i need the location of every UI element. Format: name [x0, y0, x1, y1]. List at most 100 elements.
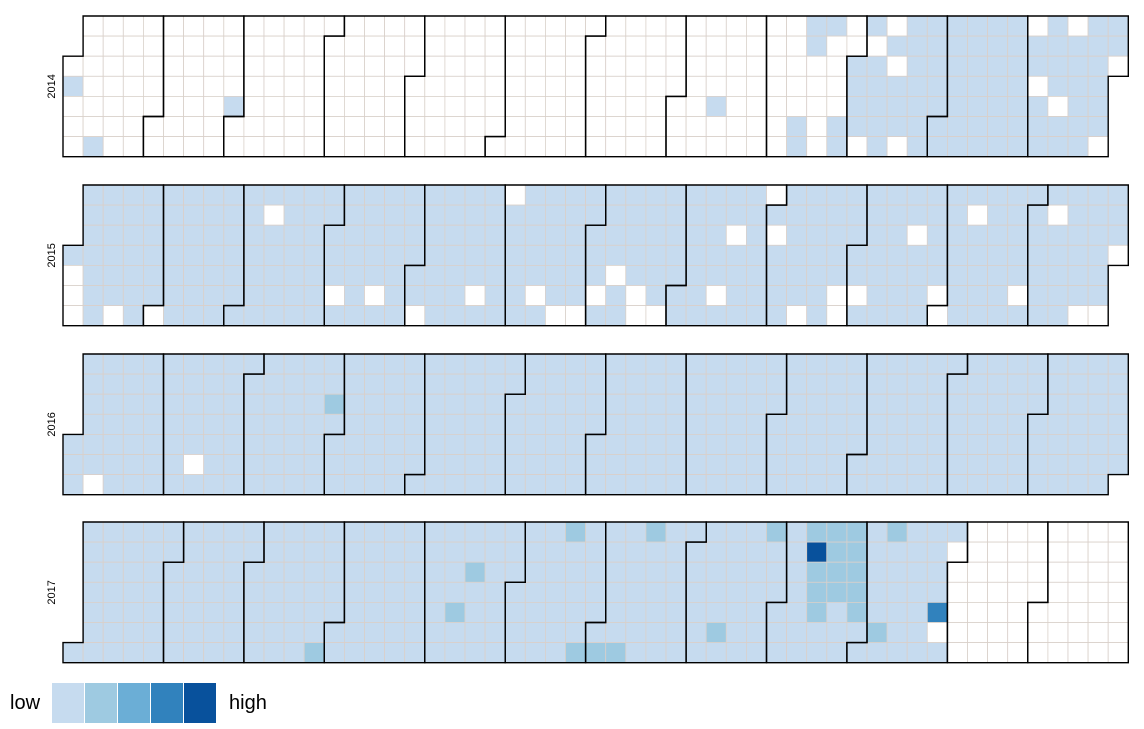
day-cell	[846, 116, 868, 138]
day-cell	[826, 75, 848, 97]
day-cell	[826, 264, 848, 286]
day-cell	[786, 204, 808, 226]
day-cell	[545, 454, 566, 476]
day-cell	[967, 136, 989, 158]
day-cell	[725, 373, 747, 395]
day-cell	[1047, 581, 1069, 603]
day-cell	[243, 35, 265, 57]
day-cell	[203, 413, 225, 435]
day-cell	[424, 353, 446, 375]
day-cell	[605, 136, 627, 158]
day-cell	[183, 373, 205, 395]
day-cell	[705, 642, 727, 664]
day-cell	[524, 55, 546, 77]
day-cell	[223, 35, 245, 57]
day-cell	[484, 561, 506, 583]
day-cell	[585, 224, 607, 246]
day-cell	[223, 433, 245, 455]
day-cell	[846, 474, 868, 496]
day-cell	[665, 285, 687, 307]
day-cell	[424, 224, 446, 246]
day-cell	[665, 75, 687, 97]
day-cell	[967, 561, 989, 583]
day-cell	[967, 454, 989, 476]
day-cell	[746, 285, 767, 307]
day-cell	[223, 305, 245, 327]
day-cell	[926, 474, 948, 496]
day-cell	[163, 184, 185, 206]
day-cell	[1107, 244, 1129, 266]
day-cell	[886, 184, 908, 206]
day-cell	[122, 353, 144, 375]
day-cell	[746, 96, 767, 117]
day-cell	[1067, 541, 1089, 563]
day-cell	[605, 204, 627, 226]
day-cell	[665, 413, 687, 435]
day-cell	[886, 561, 908, 583]
day-cell	[786, 116, 808, 138]
day-cell	[1027, 433, 1049, 455]
day-cell	[364, 305, 386, 327]
day-cell	[163, 264, 185, 286]
day-cell	[585, 433, 607, 455]
day-cell	[806, 642, 828, 664]
day-cell	[142, 474, 164, 496]
day-cell	[102, 581, 124, 603]
day-cell	[846, 96, 868, 117]
day-cell	[163, 116, 185, 138]
day-cell	[384, 15, 406, 37]
day-cell	[926, 454, 948, 476]
day-cell	[1047, 373, 1069, 395]
day-cell	[283, 373, 305, 395]
day-cell	[303, 454, 325, 476]
day-cell	[504, 15, 526, 37]
day-cell	[866, 581, 888, 603]
day-cell	[886, 373, 908, 395]
day-cell	[1067, 184, 1089, 206]
day-cell	[846, 541, 868, 563]
day-cell	[645, 581, 667, 603]
day-cell	[303, 15, 325, 37]
month-outline	[1027, 521, 1130, 664]
day-cell	[203, 55, 225, 77]
day-cell	[424, 433, 446, 455]
day-cell	[524, 75, 546, 97]
day-cell	[705, 622, 727, 644]
day-cell	[424, 393, 446, 415]
day-cell	[545, 474, 566, 496]
day-cell	[987, 521, 1009, 543]
day-cell	[806, 55, 828, 77]
day-cell	[1107, 642, 1129, 664]
year-panel-2015: 2015	[46, 184, 1130, 327]
day-cell	[565, 285, 587, 307]
day-cell	[987, 96, 1009, 117]
day-cell	[203, 15, 225, 37]
day-cell	[665, 373, 687, 395]
day-cell	[163, 454, 185, 476]
day-cell	[484, 35, 506, 57]
day-cell	[203, 224, 225, 246]
day-cell	[444, 433, 466, 455]
day-cell	[605, 55, 627, 77]
day-cell	[947, 413, 968, 435]
day-cell	[1007, 474, 1029, 496]
day-cell	[605, 75, 627, 97]
day-cell	[444, 116, 466, 138]
day-cell	[444, 581, 466, 603]
day-cell	[766, 224, 788, 246]
day-cell	[183, 285, 205, 307]
day-cell	[122, 305, 144, 327]
day-cell	[967, 413, 989, 435]
day-cell	[183, 454, 205, 476]
day-cell	[1027, 393, 1049, 415]
day-cell	[122, 75, 144, 97]
day-cell	[484, 285, 506, 307]
day-cell	[886, 393, 908, 415]
day-cell	[183, 96, 205, 117]
day-cell	[967, 393, 989, 415]
day-cell	[1007, 15, 1029, 37]
day-cell	[886, 413, 908, 435]
day-cell	[62, 55, 84, 77]
day-cell	[766, 413, 788, 435]
day-cell	[947, 353, 968, 375]
